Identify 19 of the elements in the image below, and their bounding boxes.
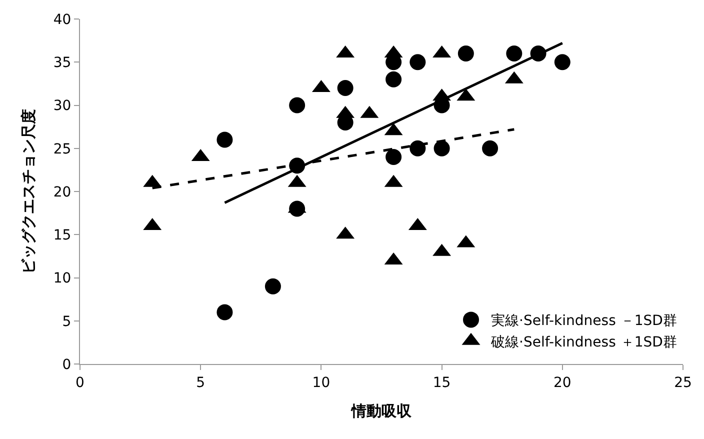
y-tick-label: 5 [62,314,72,330]
x-tick-label: 20 [553,374,572,391]
y-tick-label: 35 [53,55,72,72]
y-tick-label: 20 [53,184,72,200]
x-tick-label: 0 [76,374,84,391]
y-tick-label: 15 [53,228,72,244]
y-tick-label: 10 [53,270,72,287]
x-axis-title: 情動吸収 [350,402,412,420]
y-tick-label: 40 [53,12,72,28]
x-tick-label: 5 [196,374,206,391]
y-tick-label: 30 [53,98,72,114]
x-tick-label: 15 [432,374,451,391]
legend-label: 破線·Self-kindness ＋1SD群 [490,334,677,350]
y-tick-label: 25 [53,141,72,158]
legend-label: 実線·Self-kindness －1SD群 [491,313,677,330]
x-tick-label: 10 [312,374,330,391]
y-tick-label: 0 [62,356,72,373]
x-tick-label: 25 [674,374,692,391]
y-axis-title: ビッグクエスチョン尺度 [20,109,38,274]
